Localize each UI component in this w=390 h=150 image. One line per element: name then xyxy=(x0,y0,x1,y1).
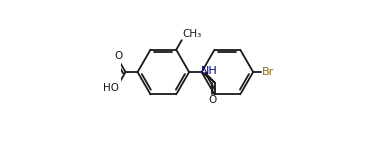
Text: O: O xyxy=(115,51,123,61)
Text: Br: Br xyxy=(262,67,274,77)
Text: O: O xyxy=(208,95,216,105)
Text: NH: NH xyxy=(201,66,218,76)
Text: CH₃: CH₃ xyxy=(182,29,201,39)
Text: HO: HO xyxy=(103,83,119,93)
